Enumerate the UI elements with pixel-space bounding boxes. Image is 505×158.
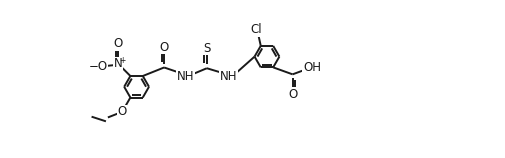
Text: −O: −O	[88, 60, 107, 73]
Text: O: O	[113, 37, 122, 50]
Text: OH: OH	[302, 61, 320, 74]
Text: N: N	[114, 57, 122, 70]
Text: O: O	[117, 105, 127, 118]
Text: O: O	[287, 88, 296, 101]
Text: NH: NH	[176, 70, 194, 82]
Text: O: O	[159, 41, 169, 54]
Text: NH: NH	[219, 70, 236, 82]
Text: S: S	[203, 42, 210, 55]
Text: +: +	[119, 56, 126, 65]
Text: Cl: Cl	[250, 23, 262, 36]
